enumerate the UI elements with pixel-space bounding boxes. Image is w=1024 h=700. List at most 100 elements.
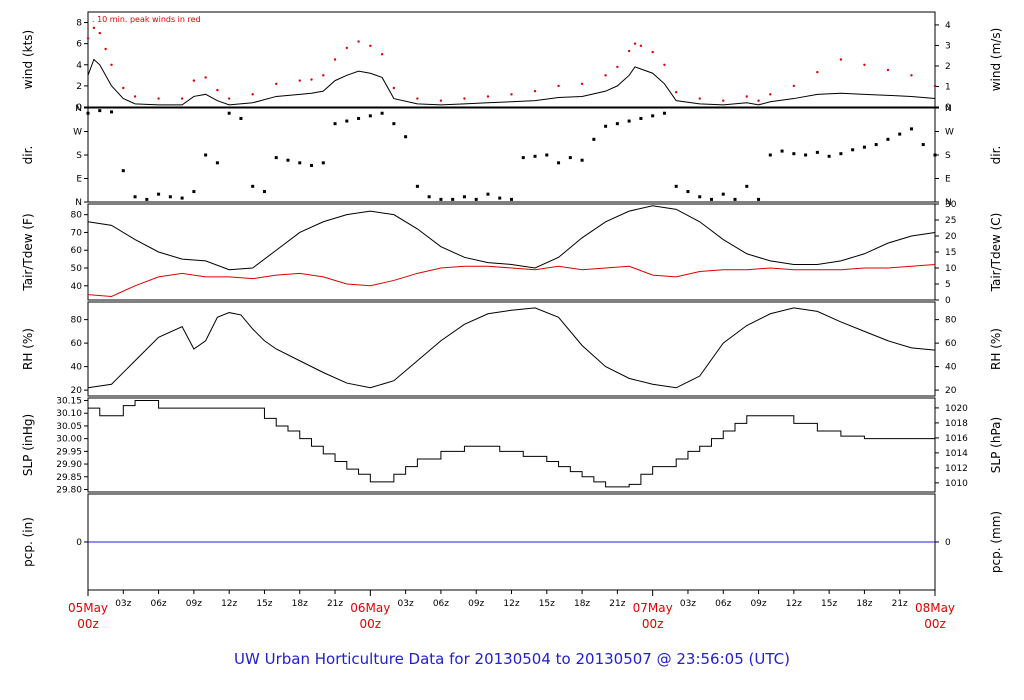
x-tick-label: 21z: [609, 599, 625, 609]
left-tick-label-wind: 0: [76, 103, 82, 113]
peak-wind-point: [251, 93, 254, 96]
left-tick-label-pcp: 0: [76, 538, 82, 548]
dir-point: [192, 190, 196, 194]
dir-point: [157, 192, 161, 196]
dir-point: [909, 127, 913, 131]
panel-frame-wind: [87, 11, 936, 108]
right-tick-label-dir: E: [945, 175, 951, 185]
right-tick-label-wind: 0: [945, 103, 951, 113]
left-axis-label-wind: wind (kts): [21, 30, 35, 89]
dir-point: [874, 143, 878, 147]
day-time-label: 00z: [642, 617, 664, 631]
right-tick-label-temp: 0: [945, 296, 951, 306]
left-tick-label-slp: 29.90: [56, 460, 82, 470]
peak-wind-point: [204, 76, 207, 79]
left-tick-label-slp: 30.10: [56, 409, 82, 419]
left-axis-label-pcp: pcp. (in): [21, 517, 35, 567]
left-tick-label-slp: 30.00: [56, 435, 82, 445]
right-axis-label-pcp: pcp. (mm): [989, 511, 1003, 573]
right-tick-label-temp: 5: [945, 280, 951, 290]
dir-point: [345, 119, 349, 123]
x-tick-label: 15z: [821, 599, 837, 609]
dir-point: [686, 190, 690, 194]
day-date-label: 06May: [350, 601, 390, 615]
peak-wind-point: [133, 95, 137, 98]
dir-point: [168, 195, 172, 199]
right-tick-label-slp: 1014: [945, 449, 968, 459]
dir-point: [333, 122, 337, 126]
dir-point: [133, 195, 137, 199]
peak-wind-point: [192, 79, 196, 82]
peak-wind-point: [122, 86, 125, 90]
series-line-slp-SLP: [88, 400, 935, 488]
left-tick-label-dir: N: [75, 104, 82, 114]
right-tick-label-slp: 1016: [945, 434, 968, 444]
peak-wind-point: [333, 58, 337, 61]
right-tick-label-wind: 2: [945, 62, 951, 72]
dir-point: [545, 153, 549, 157]
dir-point: [145, 197, 149, 201]
left-tick-label-temp: 50: [71, 264, 83, 274]
x-tick-label: 12z: [503, 599, 519, 609]
peak-wind-point: [639, 44, 643, 47]
day-date-label: 07May: [633, 601, 673, 615]
x-tick-label: 03z: [680, 599, 696, 609]
dir-point: [933, 153, 937, 157]
dir-point: [227, 111, 231, 115]
dir-point: [380, 111, 384, 115]
day-time-label: 00z: [924, 617, 946, 631]
right-tick-label-dir: W: [945, 128, 954, 138]
dir-point: [274, 156, 278, 160]
dir-point: [427, 195, 431, 199]
dir-point: [557, 161, 561, 165]
x-tick-label: 15z: [539, 599, 555, 609]
dir-point: [251, 184, 255, 188]
series-line-wind-wind-speed: [87, 58, 936, 106]
dir-point: [592, 137, 596, 141]
x-tick-label: 03z: [398, 599, 414, 609]
peak-wind-note: . 10 min. peak winds in red: [92, 15, 201, 24]
peak-wind-point: [380, 53, 384, 56]
right-tick-label-wind: 3: [945, 41, 951, 51]
peak-wind-point: [104, 47, 107, 51]
dir-point: [886, 137, 890, 141]
dir-point: [639, 116, 643, 120]
left-tick-label-dir: E: [76, 175, 82, 185]
peak-wind-point: [157, 97, 160, 100]
left-tick-label-wind: 8: [76, 19, 82, 29]
peak-wind-point: [769, 93, 772, 96]
dir-point: [86, 111, 90, 115]
left-tick-label-rh: 20: [71, 386, 83, 396]
left-tick-label-temp: 60: [71, 246, 83, 256]
dir-point: [851, 148, 855, 152]
peak-wind-point: [651, 50, 654, 54]
dir-point: [180, 196, 184, 200]
peak-wind-point: [369, 44, 372, 47]
dir-point: [662, 111, 666, 115]
peak-wind-point: [439, 99, 443, 102]
dir-point: [651, 114, 655, 118]
panel-frame-rh: [87, 301, 936, 397]
dir-point: [698, 195, 702, 199]
chart-footer-title: UW Urban Horticulture Data for 20130504 …: [234, 650, 790, 668]
peak-wind-point: [533, 89, 537, 93]
left-tick-label-wind: 6: [76, 40, 82, 50]
dir-point: [768, 153, 772, 157]
dir-point: [898, 132, 902, 136]
right-tick-label-wind: 4: [945, 21, 951, 31]
panel-frame-slp: [87, 397, 936, 493]
x-tick-label: 09z: [186, 599, 202, 609]
right-tick-label-slp: 1010: [945, 479, 968, 489]
day-date-label: 08May: [915, 601, 955, 615]
dir-point: [415, 184, 419, 188]
dir-point: [580, 158, 584, 162]
peak-wind-point: [933, 84, 937, 88]
dir-point: [604, 124, 608, 128]
right-tick-label-slp: 1018: [945, 419, 968, 429]
right-tick-label-dir: N: [945, 198, 952, 208]
x-tick-label: 09z: [750, 599, 766, 609]
left-tick-label-dir: S: [76, 151, 82, 161]
peak-wind-point: [298, 79, 301, 82]
left-tick-label-temp: 40: [71, 282, 83, 292]
left-tick-label-temp: 70: [71, 228, 83, 238]
